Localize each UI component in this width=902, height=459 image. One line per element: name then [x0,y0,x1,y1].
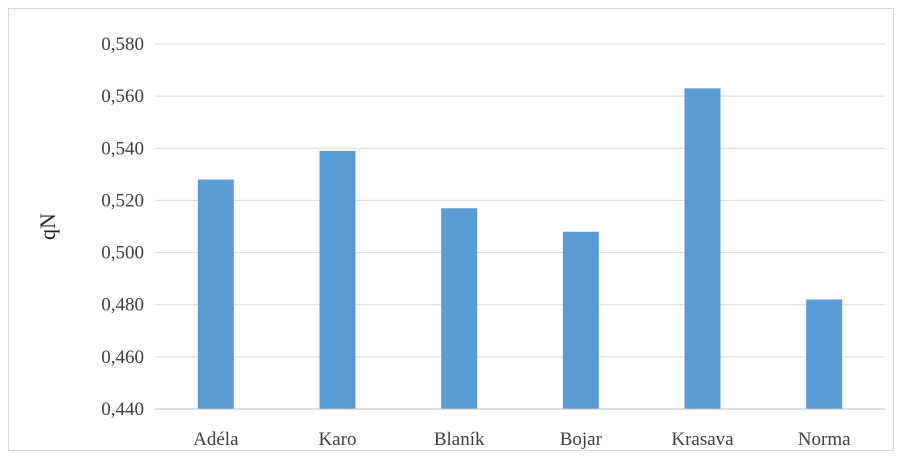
x-tick-label: Blaník [434,429,485,450]
x-tick-label: Norma [798,429,851,450]
bar [441,208,478,409]
y-axis-tick-labels: 0,440 0,460 0,480 0,500 0,520 0,540 0,560 0,580 [101,34,144,420]
y-tick-label: 0,520 [101,190,144,211]
bar [562,231,599,409]
bar [684,88,721,410]
y-tick-label: 0,480 [101,295,144,316]
x-tick-label: Karo [319,429,357,450]
y-tick-label: 0,580 [101,34,144,55]
bars [197,88,843,410]
y-axis-title: qN [35,213,60,240]
x-tick-label: Krasava [671,429,734,450]
bar [197,179,234,409]
x-axis-tick-labels: Adéla Karo Blaník Bojar Krasava Norma [193,429,851,450]
bar [319,150,356,409]
x-tick-label: Adéla [193,429,239,450]
y-tick-label: 0,540 [101,138,144,159]
bar [806,299,843,409]
x-tick-label: Bojar [560,429,603,450]
gridlines [155,43,885,358]
y-tick-label: 0,560 [101,86,144,107]
y-tick-label: 0,440 [101,399,144,420]
y-tick-label: 0,460 [101,347,144,368]
y-tick-label: 0,500 [101,243,144,264]
